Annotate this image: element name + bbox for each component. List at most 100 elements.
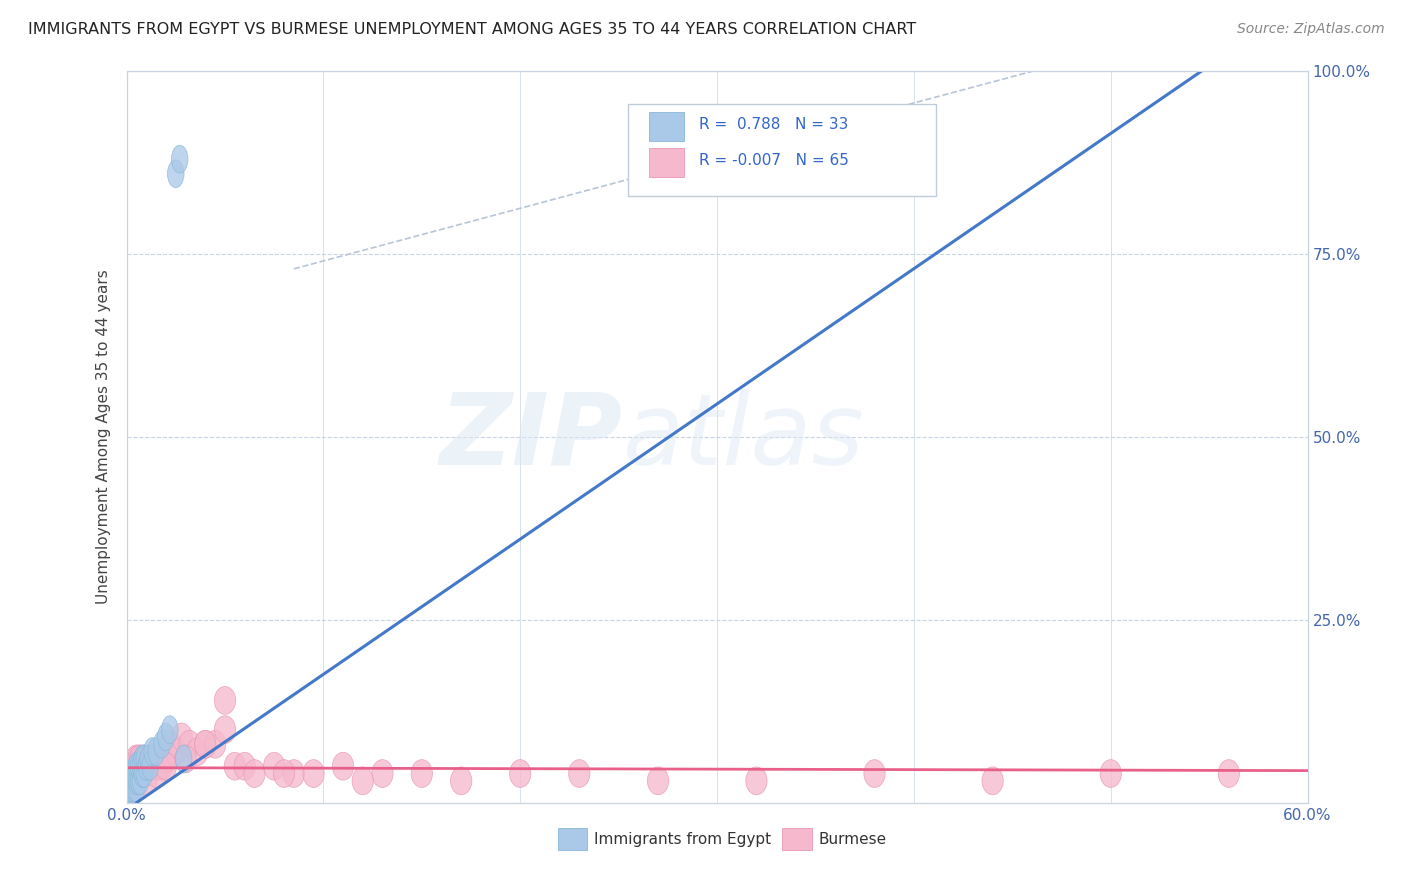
Ellipse shape [302,760,325,788]
Ellipse shape [118,781,139,809]
Ellipse shape [332,752,354,780]
Bar [648,112,683,141]
Ellipse shape [132,767,149,795]
Ellipse shape [122,767,143,795]
Ellipse shape [122,767,139,795]
Ellipse shape [214,687,236,714]
Text: Burmese: Burmese [818,832,887,847]
Ellipse shape [120,774,141,802]
Ellipse shape [273,760,295,788]
Ellipse shape [155,752,177,780]
Ellipse shape [204,731,226,758]
Ellipse shape [174,745,197,772]
Ellipse shape [118,774,139,802]
Ellipse shape [128,752,145,780]
Ellipse shape [162,715,179,744]
Ellipse shape [138,752,155,780]
Ellipse shape [145,745,167,772]
Ellipse shape [118,760,139,788]
Ellipse shape [187,738,208,765]
Ellipse shape [155,745,177,772]
Ellipse shape [176,745,191,772]
Ellipse shape [143,738,160,765]
Ellipse shape [1218,760,1240,788]
Ellipse shape [263,752,285,780]
Ellipse shape [179,731,200,758]
Ellipse shape [124,752,145,780]
Ellipse shape [172,145,188,173]
Ellipse shape [122,774,143,802]
Ellipse shape [134,760,150,788]
Ellipse shape [135,767,157,795]
Ellipse shape [136,760,152,788]
Ellipse shape [152,752,173,780]
Ellipse shape [121,767,136,795]
Ellipse shape [142,745,163,772]
Ellipse shape [132,752,153,780]
Text: Source: ZipAtlas.com: Source: ZipAtlas.com [1237,22,1385,37]
Ellipse shape [131,752,146,780]
Ellipse shape [172,723,193,751]
Ellipse shape [129,752,150,780]
Ellipse shape [132,752,149,780]
Ellipse shape [118,767,139,795]
Ellipse shape [122,774,139,802]
Ellipse shape [647,767,669,795]
Text: ZIP: ZIP [440,389,623,485]
Ellipse shape [134,745,150,772]
Ellipse shape [127,774,142,802]
Ellipse shape [863,760,886,788]
Ellipse shape [745,767,768,795]
Ellipse shape [124,767,141,795]
Ellipse shape [243,760,266,788]
Ellipse shape [145,760,167,788]
Ellipse shape [142,752,159,780]
Ellipse shape [224,752,246,780]
Text: atlas: atlas [623,389,865,485]
Ellipse shape [167,160,184,187]
Ellipse shape [125,760,148,788]
Ellipse shape [450,767,472,795]
Ellipse shape [128,760,149,788]
Text: R =  0.788   N = 33: R = 0.788 N = 33 [699,117,849,131]
Ellipse shape [131,767,146,795]
Ellipse shape [568,760,591,788]
Ellipse shape [127,760,142,788]
Ellipse shape [214,715,236,744]
Ellipse shape [139,752,160,780]
Ellipse shape [121,781,136,809]
Ellipse shape [148,738,165,765]
Text: IMMIGRANTS FROM EGYPT VS BURMESE UNEMPLOYMENT AMONG AGES 35 TO 44 YEARS CORRELAT: IMMIGRANTS FROM EGYPT VS BURMESE UNEMPLO… [28,22,917,37]
Bar [782,829,811,850]
Ellipse shape [136,745,152,772]
Ellipse shape [135,752,157,780]
Ellipse shape [128,774,145,802]
Ellipse shape [159,731,180,758]
Ellipse shape [157,723,174,751]
Ellipse shape [194,731,217,758]
Y-axis label: Unemployment Among Ages 35 to 44 years: Unemployment Among Ages 35 to 44 years [96,269,111,605]
Ellipse shape [371,760,394,788]
Ellipse shape [124,767,145,795]
Ellipse shape [122,752,143,780]
Bar [648,148,683,178]
Ellipse shape [120,760,141,788]
Ellipse shape [1099,760,1122,788]
Ellipse shape [128,745,149,772]
Ellipse shape [122,781,139,809]
Ellipse shape [283,760,305,788]
Ellipse shape [124,774,141,802]
Ellipse shape [352,767,374,795]
Ellipse shape [128,767,145,795]
Ellipse shape [153,731,170,758]
Ellipse shape [233,752,256,780]
Ellipse shape [125,767,148,795]
Ellipse shape [194,731,217,758]
Ellipse shape [509,760,531,788]
FancyBboxPatch shape [628,104,935,195]
Text: R = -0.007   N = 65: R = -0.007 N = 65 [699,153,849,168]
Ellipse shape [129,745,150,772]
Ellipse shape [121,774,136,802]
Ellipse shape [165,738,187,765]
Bar [558,829,588,850]
